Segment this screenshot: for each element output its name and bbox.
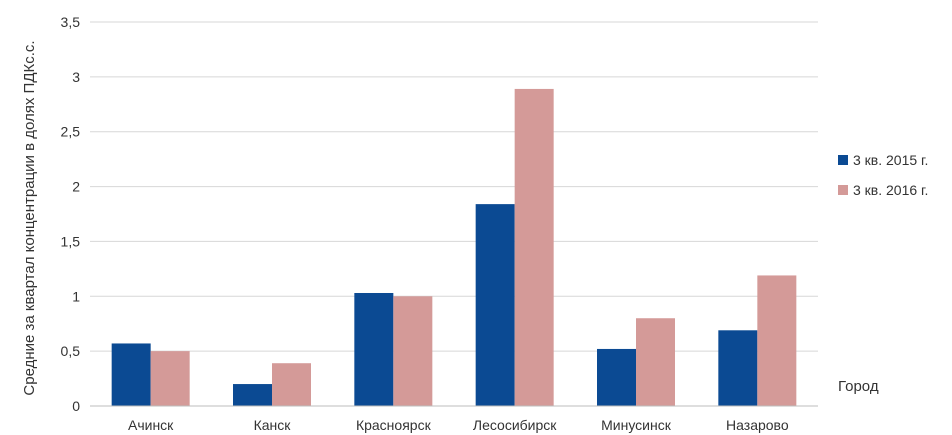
y-tick-label: 2 (72, 179, 80, 195)
legend-swatch (838, 155, 848, 165)
bar-series-1 (354, 292, 394, 406)
y-tick-label: 0,5 (61, 343, 81, 359)
x-tick-label: Лесосибирск (473, 417, 557, 433)
y-tick-label: 1 (72, 288, 80, 304)
bar-series-1 (233, 384, 272, 406)
y-tick-label: 3,5 (61, 14, 81, 30)
legend-label: 3 кв. 2015 г. (853, 152, 928, 168)
y-tick-label: 3 (72, 69, 80, 85)
x-tick-labels: Ачинск Канск Красноярск Лесосибирск Минусинс… (128, 417, 789, 433)
bar-series-1 (111, 343, 151, 406)
x-tick-label: Ачинск (128, 417, 174, 433)
bar-series-1 (475, 204, 515, 406)
x-tick-label: Канск (254, 417, 292, 433)
legend: 3 кв. 2015 г. 3 кв. 2016 г. (838, 152, 928, 198)
x-tick-label: Красноярск (356, 417, 432, 433)
y-tick-label: 2,5 (61, 124, 81, 140)
y-tick-label: 1,5 (61, 233, 81, 249)
bar-series-2 (514, 88, 554, 406)
bar-series-2 (636, 318, 675, 406)
bar-series-2 (757, 275, 797, 406)
bar-series-1 (718, 330, 758, 406)
y-tick-label: 0 (72, 398, 80, 414)
bar-series-1 (597, 348, 636, 406)
legend-swatch (838, 185, 848, 195)
x-axis-title: Город (838, 378, 879, 395)
legend-label: 3 кв. 2016 г. (853, 182, 928, 198)
bar-series-2 (272, 363, 311, 406)
x-tick-label: Минусинск (601, 417, 672, 433)
x-tick-label: Назарово (726, 417, 789, 433)
bars (111, 88, 797, 406)
y-tick-labels: 0 0,5 1 1,5 2 2,5 3 3,5 (61, 14, 81, 414)
bar-series-2 (150, 351, 190, 406)
bar-series-2 (393, 296, 433, 406)
y-axis-title: Средние за квартал концентрации в долях … (21, 40, 38, 395)
gridlines (90, 21, 818, 407)
